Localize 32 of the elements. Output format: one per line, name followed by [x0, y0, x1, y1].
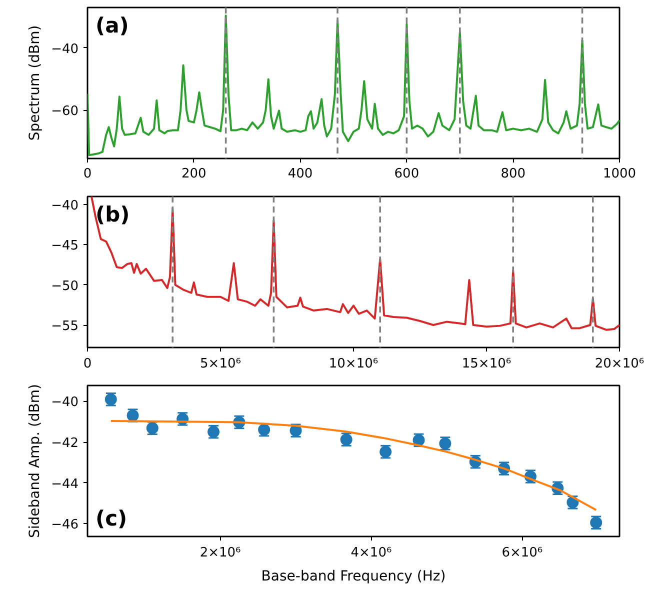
x-tick-label: 800	[500, 166, 526, 182]
x-tick-label: 600	[394, 166, 420, 182]
x-tick-label: 5×10⁶	[200, 356, 241, 372]
line-series	[88, 14, 620, 156]
y-tick-label: −45	[51, 238, 79, 254]
y-tick-label: −50	[51, 278, 79, 294]
annotation: (b)	[96, 202, 130, 226]
annotation: (a)	[96, 14, 129, 38]
x-tick-label: 6×10⁶	[502, 546, 543, 560]
y-tick-label: −40	[51, 198, 79, 214]
y-tick-label: −40	[51, 42, 79, 57]
x-axis-title: Base-band Frequency (Hz)	[261, 568, 446, 584]
y-axis-title: Sideband Amp. (dBm)	[27, 384, 44, 538]
y-axis-title: Spectrum (dBm)	[27, 25, 44, 141]
x-tick-label: 200	[181, 166, 206, 182]
x-tick-label: 2×10⁶	[200, 546, 241, 560]
y-tick-label: −40	[51, 395, 79, 410]
annotation: (c)	[96, 506, 128, 530]
x-tick-label: 1000	[602, 166, 636, 182]
x-tick-label: 4×10⁶	[350, 546, 392, 560]
y-tick-label: −60	[51, 104, 79, 120]
x-tick-label: 400	[288, 166, 313, 182]
x-tick-label: 0	[83, 166, 92, 182]
line-series	[90, 196, 620, 331]
x-tick-label: 0	[83, 356, 92, 372]
y-tick-label: −55	[51, 319, 79, 334]
y-tick-label: −42	[51, 436, 79, 452]
y-tick-label: −44	[51, 476, 79, 492]
y-tick-label: −46	[51, 518, 79, 533]
x-tick-label: 15×10⁶	[462, 356, 512, 372]
x-tick-label: 10×10⁶	[328, 356, 378, 372]
x-tick-label: 20×10⁶	[594, 356, 644, 372]
